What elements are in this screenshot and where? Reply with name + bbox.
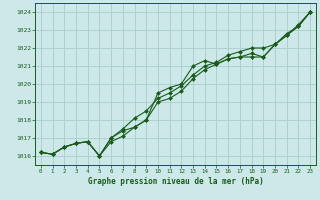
X-axis label: Graphe pression niveau de la mer (hPa): Graphe pression niveau de la mer (hPa) bbox=[88, 177, 263, 186]
